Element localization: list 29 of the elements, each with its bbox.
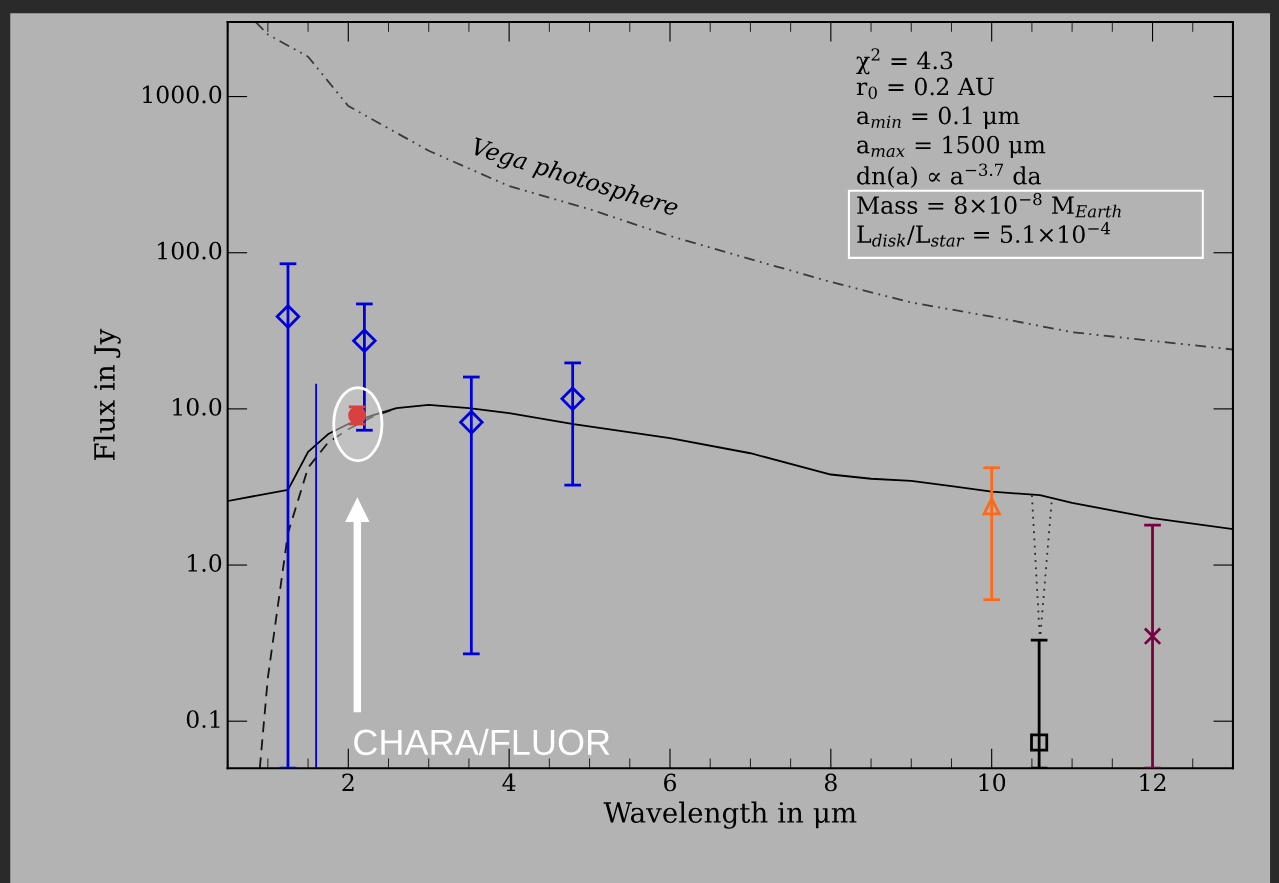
y-tick-label: 1.0 [188,554,222,572]
x-tick-label: 2 [342,773,354,792]
y-axis-title: Flux in Jy [93,328,121,461]
annotation: Mass = 8×10$^{−8}$ M$_{Earth}$ [857,192,1121,218]
y-tick-label: 1000.0 [143,85,222,104]
annotation: L$_{disk}$/L$_{star}$ = 5.1×10$^{−4}$ [857,221,1111,247]
x-tick-label: 4 [502,773,516,792]
point [459,410,484,435]
y-tick-label: 0.1 [186,710,220,729]
x-axis-title: Wavelength in μm [603,801,857,829]
annotation: r$_{0}$ = 0.2 AU [856,77,994,99]
annotation: χ$^{2}$ = 4.3 [856,48,953,75]
point [1143,627,1162,646]
y-tick-label: 10.0 [173,397,222,416]
annotation: a$_{max}$ = 1500 μm [857,135,1046,159]
annotation: a$_{min}$ = 0.1 μm [857,106,1020,130]
point [1030,733,1049,752]
x-tick-label: 12 [1140,773,1166,792]
y-tick-label: 100.0 [158,241,222,260]
x-tick-label: 10 [979,773,1006,792]
line-series [254,22,1233,351]
point [352,328,377,353]
x-tick-label: 8 [824,773,837,792]
annotation: dn(a) ∝ a$^{−3.7}$ da [857,163,1041,188]
point [275,304,301,329]
point [982,497,1001,516]
x-tick-label: 6 [664,773,677,792]
annotation: CHARA/FLUOR [354,728,610,756]
point [560,386,585,412]
